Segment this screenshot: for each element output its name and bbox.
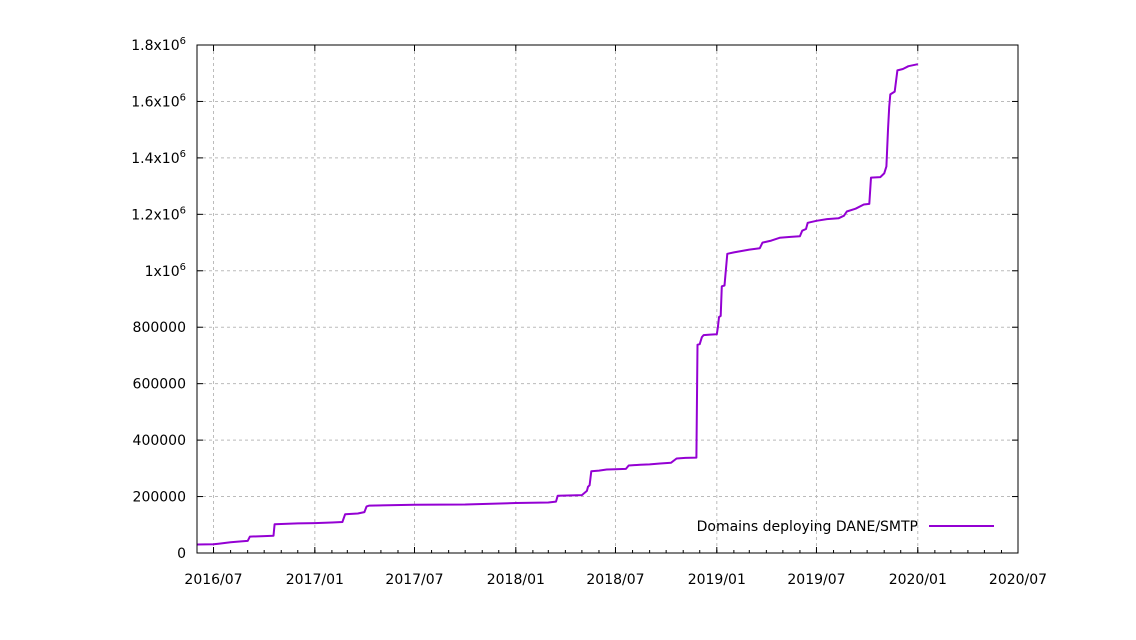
x-tick-label: 2016/07 [184, 572, 242, 588]
y-tick-label: 1.2x106 [131, 205, 186, 223]
series-layer [196, 63, 919, 546]
x-tick-label: 2017/07 [385, 572, 443, 588]
x-tick-label: 2019/07 [787, 572, 845, 588]
y-tick-label: 1.6x106 [131, 92, 186, 110]
y-tick-label: 0 [177, 546, 186, 562]
plot-frame [196, 44, 1019, 554]
y-tick-label: 400000 [133, 433, 186, 449]
x-tick-label: 2019/01 [688, 572, 746, 588]
y-tick-label: 1.8x106 [131, 36, 186, 54]
x-tick-label: 2018/01 [487, 572, 545, 588]
y-tick-label: 600000 [133, 377, 186, 393]
y-tick-label: 1x106 [145, 262, 186, 280]
axis-ticks [197, 44, 1019, 554]
x-tick-label: 2020/01 [889, 572, 947, 588]
series-line [196, 63, 919, 546]
legend-label: Domains deploying DANE/SMTP [697, 519, 918, 535]
x-axis-labels: 2016/07 2017/01 2017/07 2018/01 2018/07 2019/… [184, 572, 1047, 588]
x-tick-label: 2020/07 [989, 572, 1047, 588]
y-tick-label: 1.4x106 [131, 149, 186, 167]
x-tick-label: 2017/01 [286, 572, 344, 588]
legend: Domains deploying DANE/SMTP [697, 519, 994, 535]
y-tick-label: 800000 [133, 320, 186, 336]
grid-lines [197, 45, 1018, 553]
y-axis-labels: 0 200000 400000 600000 800000 1x106 1.2x106 1.4… [131, 36, 186, 562]
y-tick-label: 200000 [133, 490, 186, 506]
x-tick-label: 2018/07 [586, 572, 644, 588]
